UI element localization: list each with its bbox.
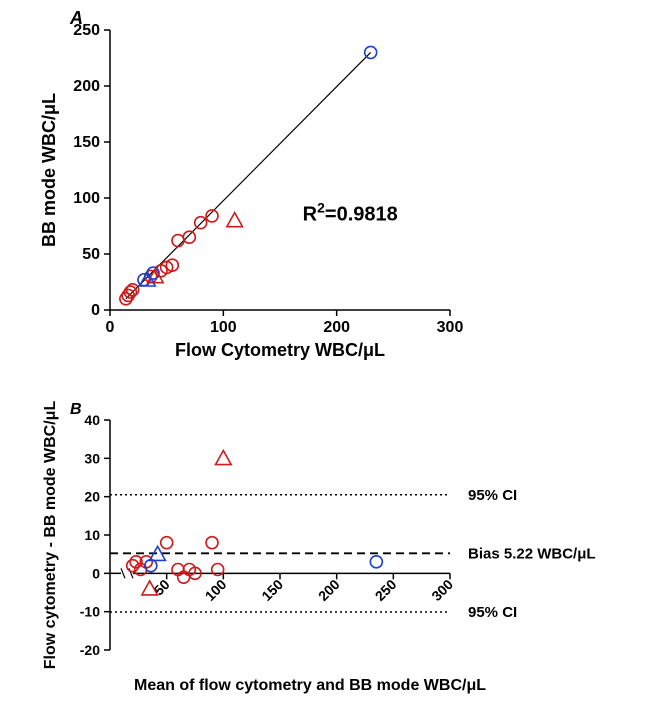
- svg-text:0: 0: [92, 565, 100, 581]
- svg-text:BB mode WBC/μL: BB mode WBC/μL: [39, 93, 59, 247]
- svg-text:300: 300: [437, 319, 464, 336]
- svg-text:-10: -10: [80, 604, 100, 620]
- svg-text:150: 150: [258, 576, 286, 604]
- svg-text:200: 200: [73, 78, 100, 95]
- svg-text:Bias 5.22 WBC/μL: Bias 5.22 WBC/μL: [468, 545, 596, 562]
- svg-text:-20: -20: [80, 642, 100, 658]
- figure-container: A0100200300050100150200250Flow Cytometry…: [0, 0, 647, 716]
- svg-text:150: 150: [73, 134, 100, 151]
- svg-text:20: 20: [84, 489, 100, 505]
- svg-text:Mean of flow cytometry and BB: Mean of flow cytometry and BB mode WBC/μ…: [134, 677, 486, 694]
- svg-text:100: 100: [210, 319, 237, 336]
- svg-text:100: 100: [202, 576, 230, 604]
- svg-text:100: 100: [73, 190, 100, 207]
- svg-text:200: 200: [323, 319, 350, 336]
- svg-text:0: 0: [91, 302, 100, 319]
- figure-svg: A0100200300050100150200250Flow Cytometry…: [0, 0, 647, 716]
- svg-text:Flow cytometry - BB mode WBC/μ: Flow cytometry - BB mode WBC/μL: [42, 401, 59, 670]
- svg-text:250: 250: [372, 576, 400, 604]
- svg-text:R2=0.9818: R2=0.9818: [303, 199, 398, 225]
- svg-text:250: 250: [73, 22, 100, 39]
- svg-text:95% CI: 95% CI: [468, 487, 517, 504]
- svg-text:B: B: [70, 401, 82, 418]
- svg-text:10: 10: [84, 527, 100, 543]
- svg-text:Flow Cytometry WBC/μL: Flow Cytometry WBC/μL: [175, 340, 385, 360]
- svg-text:40: 40: [84, 412, 100, 428]
- svg-text:300: 300: [428, 576, 456, 604]
- svg-text:95% CI: 95% CI: [468, 604, 517, 621]
- svg-text:50: 50: [82, 246, 100, 263]
- svg-text:30: 30: [84, 450, 100, 466]
- svg-text:0: 0: [106, 319, 115, 336]
- svg-text:200: 200: [315, 576, 343, 604]
